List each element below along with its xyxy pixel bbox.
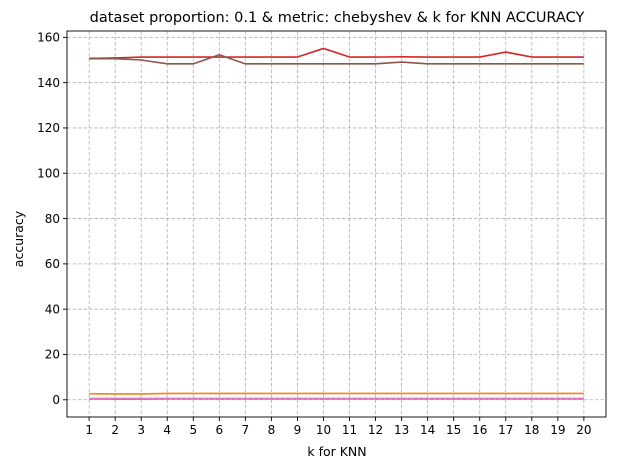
x-tick-label: 17 [498,423,513,437]
x-tick-label: 16 [472,423,487,437]
x-tick-label: 7 [242,423,250,437]
x-tick-label: 5 [189,423,197,437]
x-tick-label: 14 [420,423,435,437]
x-tick-label: 15 [446,423,461,437]
y-tick-label: 20 [45,348,60,362]
x-tick-label: 18 [524,423,539,437]
y-tick-label: 60 [45,257,60,271]
y-tick-label: 0 [52,393,60,407]
x-tick-label: 10 [316,423,331,437]
chart-title: dataset proportion: 0.1 & metric: chebys… [90,10,585,26]
y-tick-label: 160 [37,31,60,45]
y-tick-label: 140 [37,76,60,90]
x-tick-label: 8 [268,423,276,437]
x-tick-label: 11 [342,423,357,437]
x-axis-label: k for KNN [307,444,366,459]
x-tick-label: 3 [137,423,145,437]
y-tick-label: 100 [37,166,60,180]
x-tick-label: 9 [294,423,302,437]
y-tick-label: 40 [45,302,60,316]
x-tick-label: 4 [163,423,171,437]
y-tick-label: 80 [45,212,60,226]
y-tick-label: 120 [37,121,60,135]
x-tick-label: 19 [550,423,565,437]
x-tick-label: 2 [111,423,119,437]
x-tick-label: 12 [368,423,383,437]
x-tick-label: 1 [85,423,93,437]
x-tick-label: 6 [216,423,224,437]
x-tick-label: 13 [394,423,409,437]
x-tick-label: 20 [576,423,591,437]
y-axis-label: accuracy [11,210,26,267]
